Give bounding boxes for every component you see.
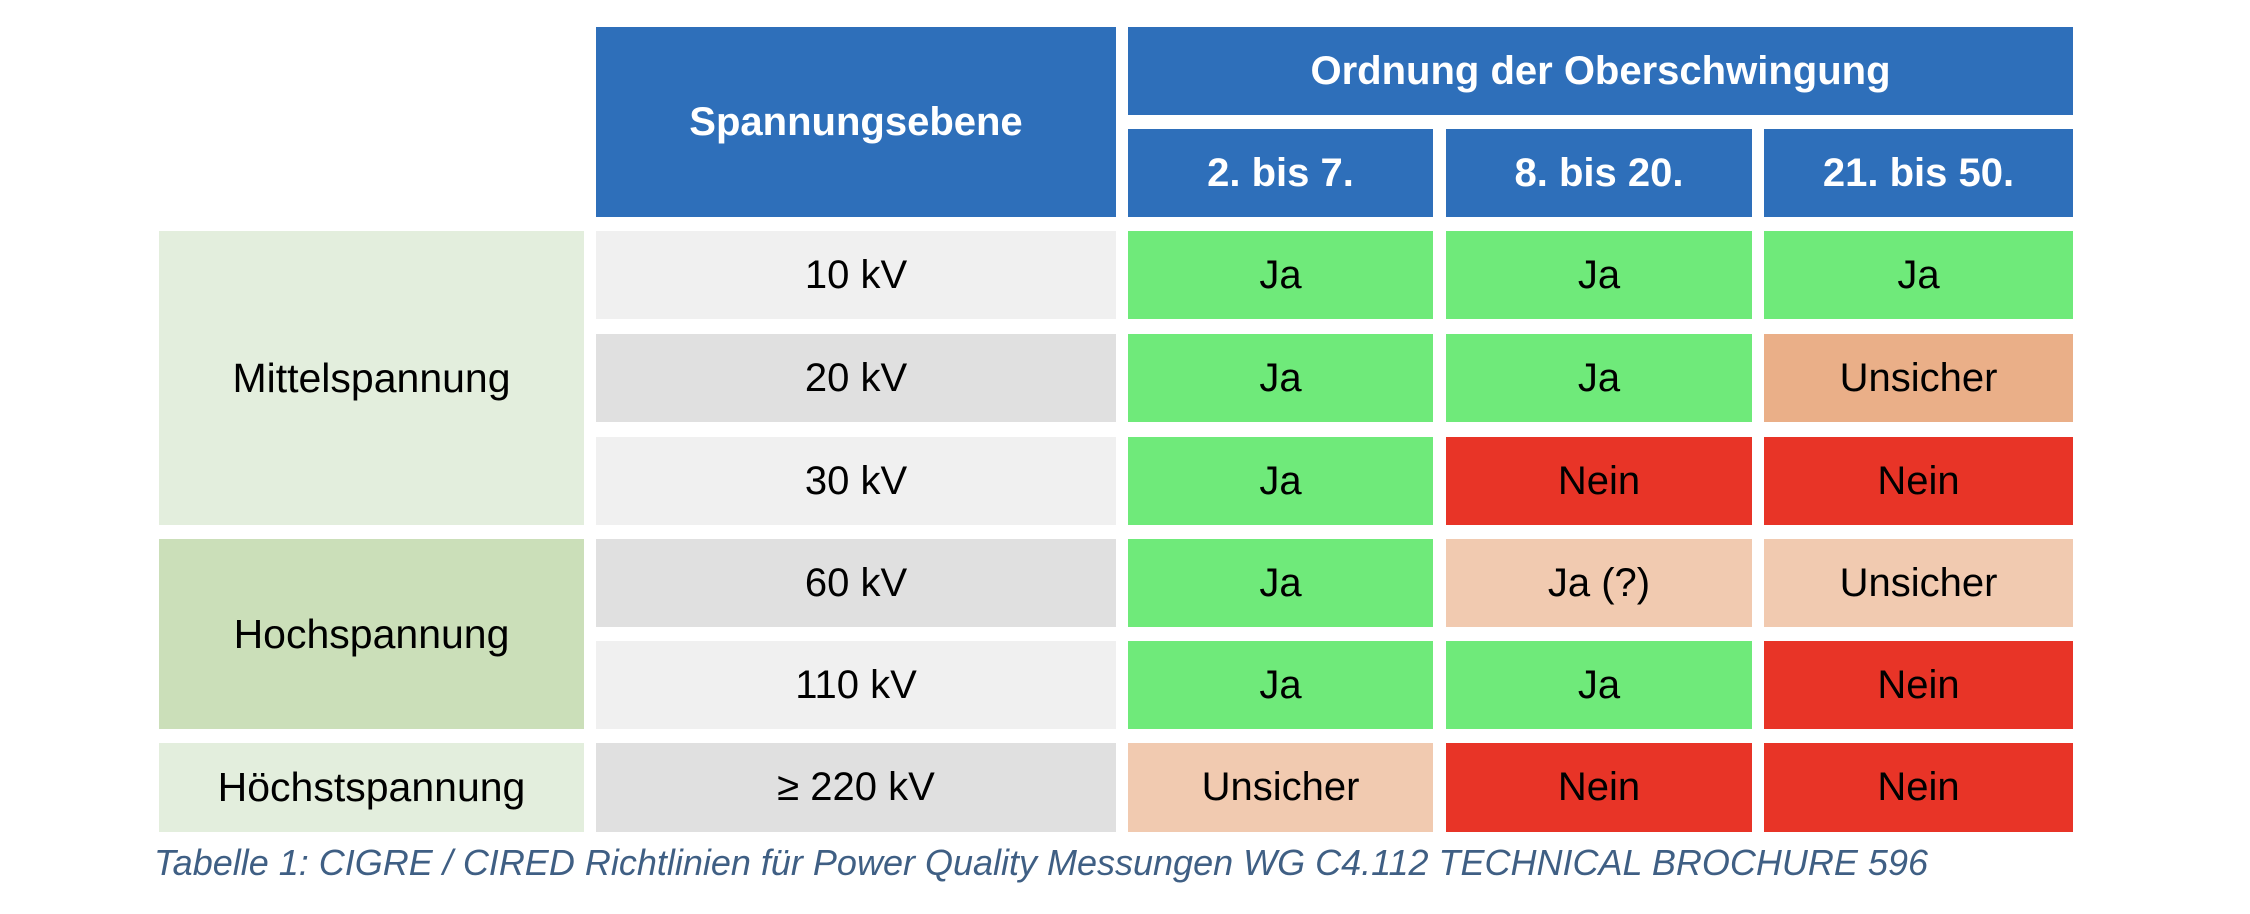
value-cell: Ja — [1446, 334, 1752, 422]
voltage-cell-110kv: 110 kV — [596, 641, 1116, 729]
group-mittelspannung: Mittelspannung — [159, 231, 584, 525]
header-column-2-7: 2. bis 7. — [1128, 129, 1433, 217]
value-cell: Ja — [1446, 641, 1752, 729]
value-cell: Ja — [1446, 231, 1752, 319]
value-cell: Ja — [1128, 334, 1433, 422]
value-cell: Nein — [1764, 437, 2073, 525]
value-cell: Ja — [1128, 437, 1433, 525]
value-cell: Ja — [1764, 231, 2073, 319]
group-hochspannung: Hochspannung — [159, 539, 584, 729]
header-voltage-level: Spannungsebene — [596, 27, 1116, 217]
header-column-21-50: 21. bis 50. — [1764, 129, 2073, 217]
table-caption: Tabelle 1: CIGRE / CIRED Richtlinien für… — [154, 842, 1928, 883]
value-cell: Ja — [1128, 641, 1433, 729]
value-cell: Nein — [1446, 437, 1752, 525]
group-hoechstspannung: Höchstspannung — [159, 743, 584, 832]
value-cell: Ja — [1128, 231, 1433, 319]
value-cell: Unsicher — [1764, 334, 2073, 422]
value-cell: Nein — [1446, 743, 1752, 832]
value-cell: Ja (?) — [1446, 539, 1752, 627]
voltage-cell-20kv: 20 kV — [596, 334, 1116, 422]
voltage-cell-30kv: 30 kV — [596, 437, 1116, 525]
value-cell: Ja — [1128, 539, 1433, 627]
voltage-cell-220kv: ≥ 220 kV — [596, 743, 1116, 832]
voltage-cell-10kv: 10 kV — [596, 231, 1116, 319]
value-cell: Unsicher — [1764, 539, 2073, 627]
value-cell: Nein — [1764, 743, 2073, 832]
value-cell: Nein — [1764, 641, 2073, 729]
value-cell: Unsicher — [1128, 743, 1433, 832]
voltage-cell-60kv: 60 kV — [596, 539, 1116, 627]
header-column-8-20: 8. bis 20. — [1446, 129, 1752, 217]
header-harmonic-order: Ordnung der Oberschwingung — [1128, 27, 2073, 115]
